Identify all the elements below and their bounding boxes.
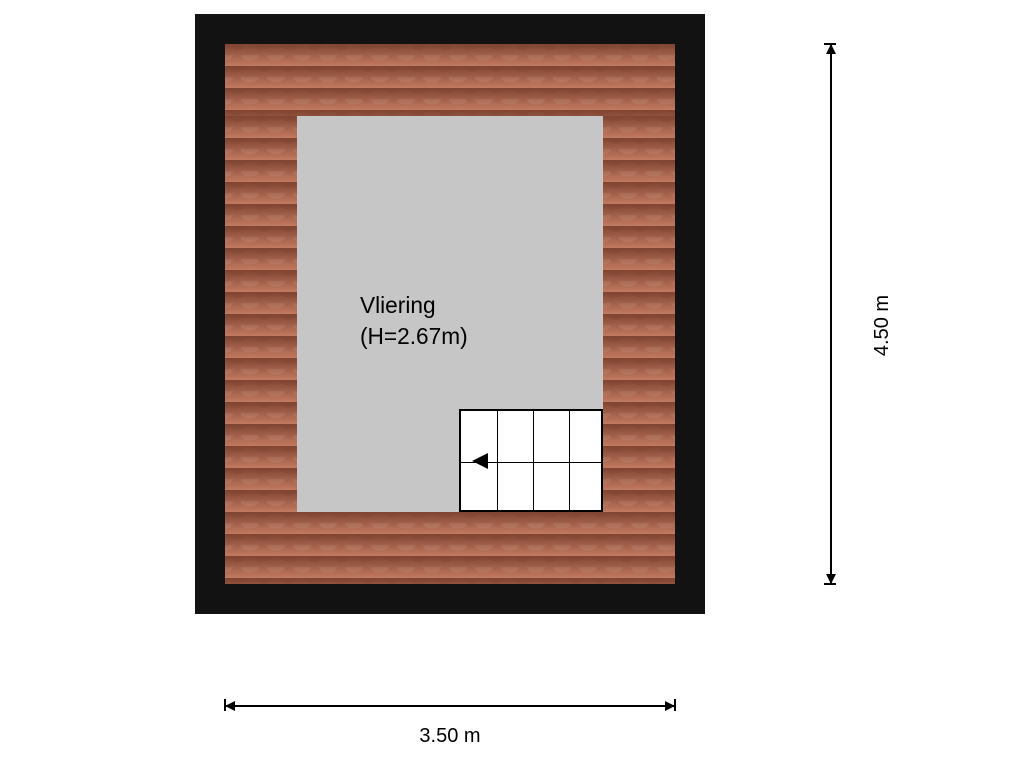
dim-width-line bbox=[225, 705, 675, 707]
roof-tiles-left bbox=[225, 116, 297, 512]
dim-height-label: 4.50 m bbox=[871, 295, 894, 356]
room-height-text: (H=2.67m) bbox=[360, 321, 468, 352]
dim-height-arrow-icon bbox=[826, 574, 836, 584]
roof-tiles-bottom bbox=[225, 512, 675, 584]
dim-height-line bbox=[830, 44, 832, 584]
stair-col-2 bbox=[533, 411, 534, 510]
dim-height-arrow-icon bbox=[826, 44, 836, 54]
dim-width-arrow-icon bbox=[665, 701, 675, 711]
room-label: Vliering (H=2.67m) bbox=[360, 290, 468, 351]
stair-col-3 bbox=[569, 411, 570, 510]
floorplan-canvas: Vliering (H=2.67m) 3.50 m 4.50 m bbox=[0, 0, 1024, 768]
stair-direction-arrow-icon bbox=[472, 453, 488, 469]
stair-col-1 bbox=[497, 411, 498, 510]
room-name-text: Vliering bbox=[360, 290, 468, 321]
roof-tiles-right bbox=[603, 116, 675, 512]
dim-width-arrow-icon bbox=[225, 701, 235, 711]
roof-tiles-top bbox=[225, 44, 675, 116]
dim-width-label: 3.50 m bbox=[419, 725, 480, 748]
